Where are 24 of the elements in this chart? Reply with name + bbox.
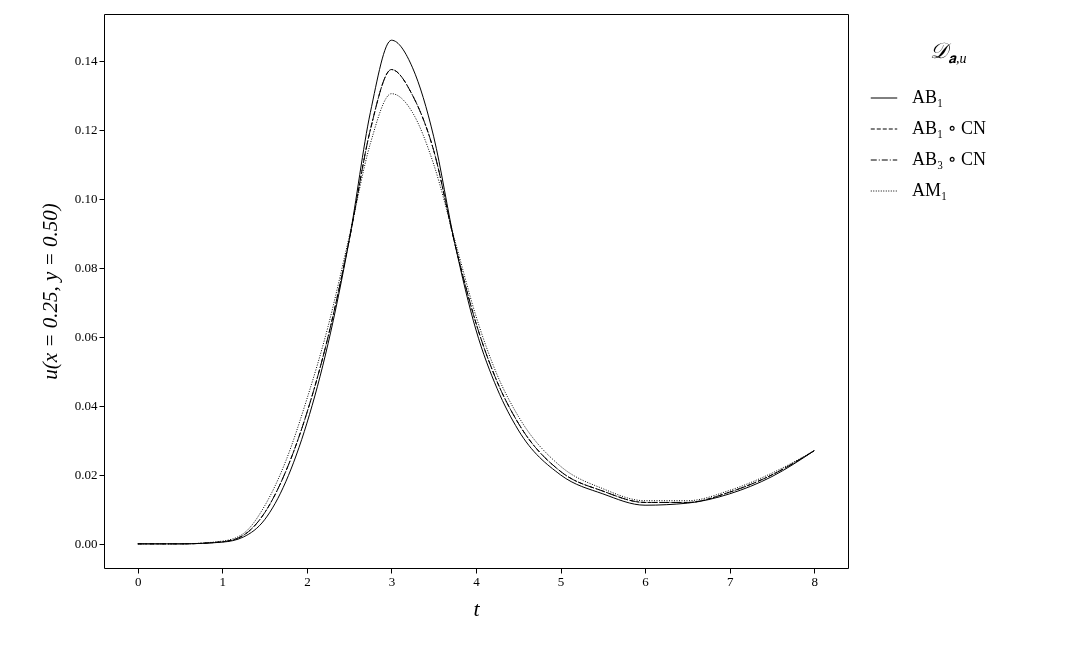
x-tick-label: 0 (135, 573, 142, 589)
y-tick-label: 0.10 (74, 191, 98, 207)
y-tick-label: 0.06 (74, 329, 98, 345)
x-tick-label: 6 (642, 573, 650, 589)
y-axis-title: u(x = 0.25, y = 0.50) (37, 203, 62, 380)
y-tick-label: 0.08 (74, 260, 98, 276)
y-tick-label: 0.12 (74, 122, 98, 138)
y-tick-label: 0.04 (74, 398, 98, 414)
y-tick-label: 0.02 (74, 467, 98, 483)
x-tick-label: 2 (304, 573, 311, 589)
legend-label: AB₁ (912, 87, 944, 107)
y-tick-label: 0.00 (74, 536, 98, 552)
x-tick-label: 7 (726, 573, 734, 589)
x-axis-title: t (473, 595, 481, 621)
legend-label: AB₁ ∘ CN (912, 118, 987, 138)
legend-label: AB₃ ∘ CN (912, 149, 987, 169)
x-tick-label: 4 (473, 573, 481, 589)
y-tick-label: 0.14 (74, 53, 98, 69)
x-tick-label: 8 (811, 573, 818, 589)
x-tick-label: 1 (219, 573, 227, 589)
legend-label: AM₁ (912, 180, 948, 200)
x-tick-label: 5 (557, 573, 565, 589)
x-tick-label: 3 (388, 573, 396, 589)
legend-heading: 𝒟$_{𝐚,u}$ (930, 38, 967, 68)
